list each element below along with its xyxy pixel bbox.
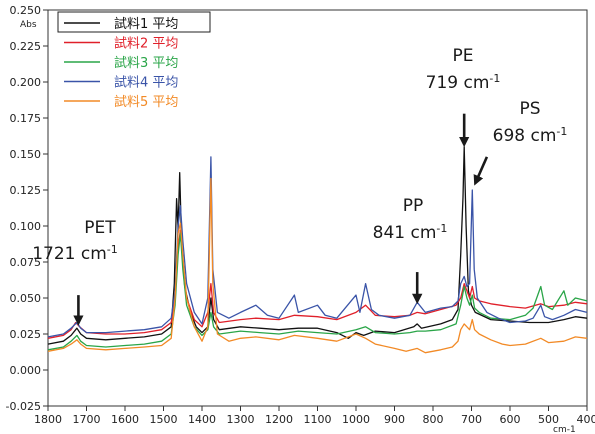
annotation-pet-wavenumber-value: 1721 cm [32,244,107,264]
x-tick-label: 1200 [265,413,293,426]
series-line-3 [47,232,588,351]
plot-frame [47,9,588,407]
annotation-ps-superscript: -1 [556,125,567,138]
series-line-1 [47,146,588,345]
annotation-pp-wavenumber: 841 cm-1 [373,222,448,244]
annotation-pet: PET 1721 cm-1 [32,218,118,326]
x-tick-label: 1300 [227,413,255,426]
annotation-ps-name: PS [519,99,540,119]
legend-label: 試料1 平均 [114,16,178,32]
annotation-ps: PS 698 cm-1 [473,99,568,186]
annotation-pe-wavenumber: 719 cm-1 [426,72,501,94]
legend-label: 試料2 平均 [114,36,178,52]
series-line-2 [47,229,588,339]
y-tick-label: 0.225 [10,40,42,53]
x-tick-label: 1600 [111,413,139,426]
series-layer [47,146,588,354]
x-tick-label: 1700 [73,413,101,426]
annotation-pet-wavenumber: 1721 cm-1 [32,243,118,265]
x-tick-label: 1500 [150,413,178,426]
x-tick-label: 1400 [188,413,216,426]
y-tick-label: 0.025 [10,328,42,341]
y-tick-label: 0.150 [10,148,42,161]
x-axis: 1800 1700 1600 1500 1400 1300 1200 1100 1000 900 8… [34,406,595,426]
y-tick-label: 0.000 [10,364,42,377]
legend-highlight-box [57,11,211,33]
annotation-pet-superscript: -1 [107,243,118,256]
annotation-pp: PP 841 cm-1 [373,196,448,305]
annotation-pp-superscript: -1 [436,222,447,235]
annotation-pe-superscript: -1 [489,72,500,85]
legend-label: 試料3 平均 [114,55,178,71]
y-tick-label: 0.250 [10,4,42,17]
x-tick-label: 600 [500,413,521,426]
y-tick-label: 0.050 [10,292,42,305]
annotation-ps-wavenumber-value: 698 cm [493,126,557,146]
annotation-ps-wavenumber: 698 cm-1 [493,125,568,147]
x-tick-label: 800 [423,413,444,426]
annotation-pe-wavenumber-value: 719 cm [426,73,490,93]
y-tick-label: 0.100 [10,220,42,233]
x-tick-label: 1000 [342,413,370,426]
series-line-5 [47,177,588,354]
y-axis: -0.025 0.000 0.025 0.050 0.075 0.100 0.125 0.15… [6,4,48,413]
legend-label: 試料4 平均 [114,75,178,91]
x-tick-label: 500 [538,413,559,426]
x-tick-label: 1100 [304,413,332,426]
x-tick-label: 1800 [34,413,62,426]
y-tick-label: 0.175 [10,112,42,125]
y-tick-label: 0.125 [10,184,42,197]
annotation-pe-name: PE [453,46,474,66]
x-tick-label: 900 [384,413,405,426]
annotation-ps-arrow [473,156,489,186]
series-line-4 [47,156,588,338]
y-tick-label: -0.025 [6,400,41,413]
y-axis-label: Abs [20,20,37,30]
x-tick-label: 700 [461,413,482,426]
y-tick-label: 0.200 [10,76,42,89]
annotation-pet-name: PET [84,218,116,238]
annotation-pp-wavenumber-value: 841 cm [373,223,437,243]
x-tick-label: 400 [577,413,595,426]
annotation-pe: PE 719 cm-1 [426,46,501,148]
annotation-pp-name: PP [403,196,424,216]
y-tick-label: 0.075 [10,256,42,269]
x-axis-unit-label: cm-1 [553,425,576,434]
legend-label: 試料5 平均 [114,94,178,110]
